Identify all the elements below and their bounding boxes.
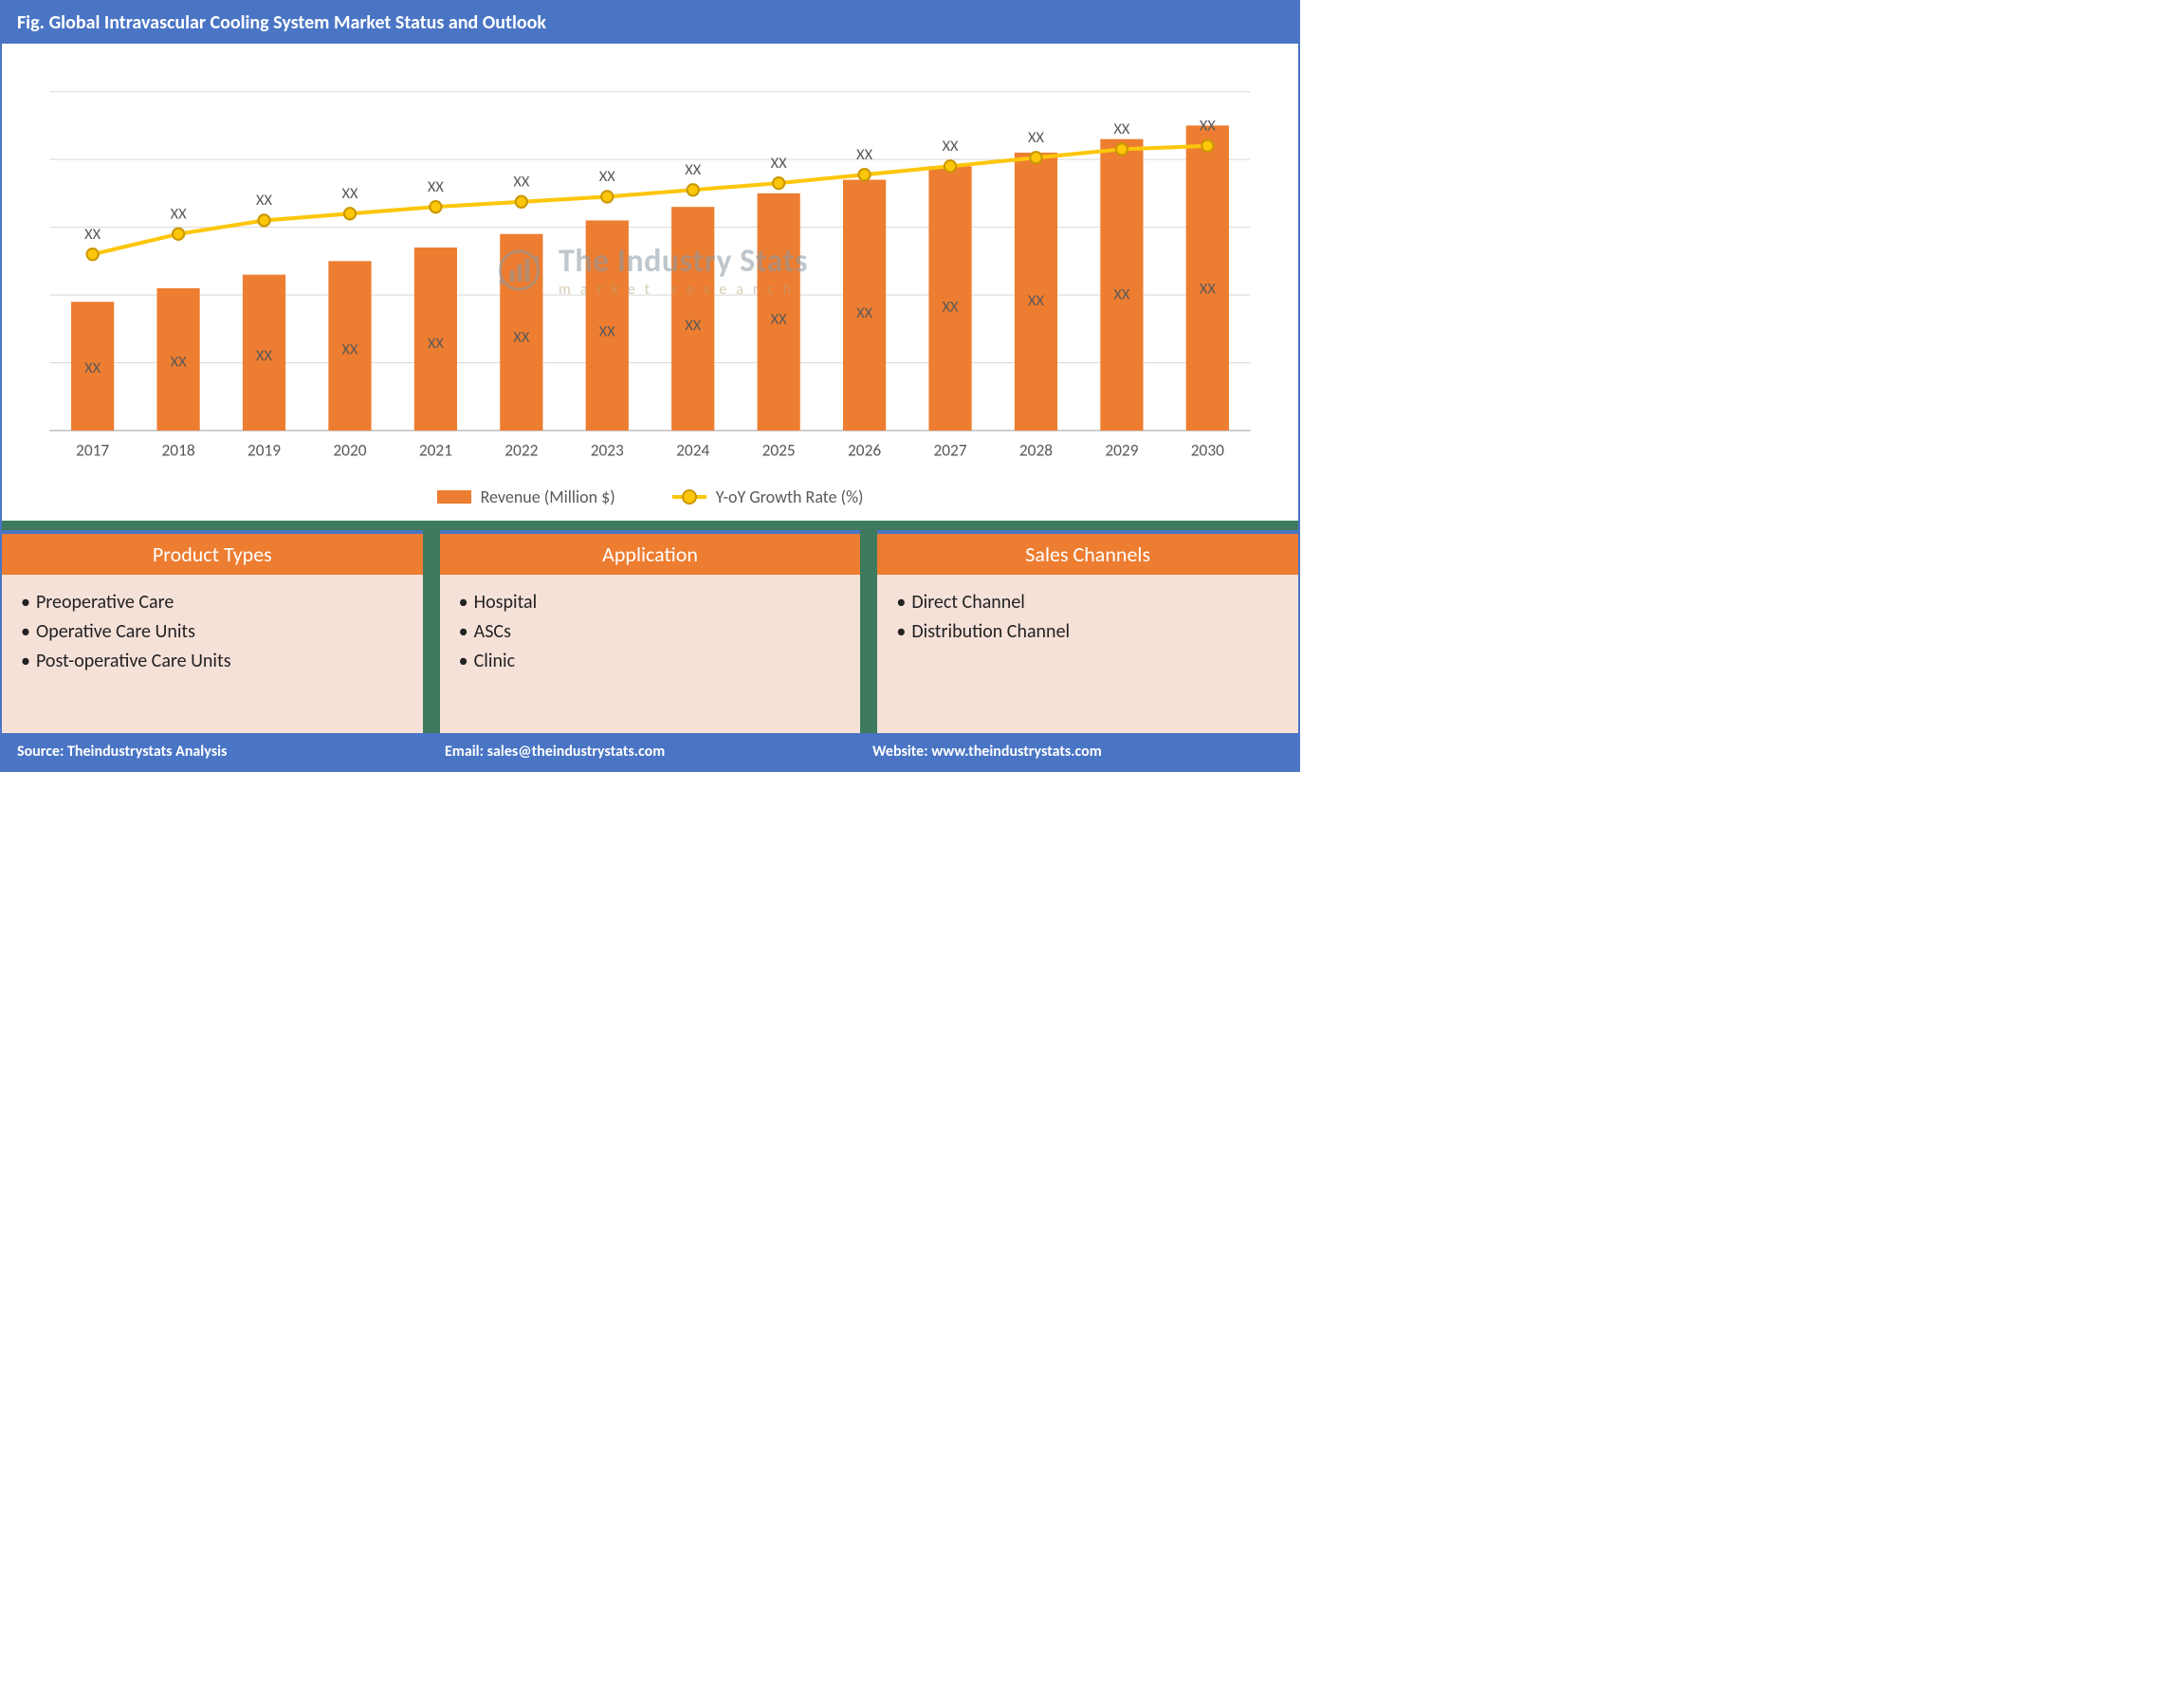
bar-value-label: XX (599, 321, 615, 340)
panel-title: Product Types (2, 530, 423, 575)
chart-line-marker (430, 201, 441, 212)
panel-item: Clinic (459, 647, 842, 676)
line-value-label: XX (599, 167, 615, 186)
chart-line-marker (601, 191, 613, 202)
footer-website: Website: www.theindustrystats.com (872, 743, 1283, 761)
x-axis-label: 2017 (76, 440, 109, 461)
x-axis-label: 2023 (591, 440, 624, 461)
x-axis-label: 2029 (1105, 440, 1138, 461)
chart-line-marker (944, 160, 956, 172)
bar-value-label: XX (341, 340, 358, 359)
line-value-label: XX (84, 225, 101, 244)
chart-line-marker (173, 229, 184, 240)
chart-legend: Revenue (Million $) Y-oY Growth Rate (%) (2, 479, 1298, 521)
x-axis-label: 2018 (161, 440, 194, 461)
x-axis-label: 2019 (248, 440, 281, 461)
x-axis-label: 2022 (504, 440, 538, 461)
bar-value-label: XX (1028, 291, 1044, 310)
line-value-label: XX (341, 184, 358, 203)
bar-value-label: XX (428, 334, 444, 353)
chart-line-marker (1201, 140, 1213, 152)
line-value-label: XX (171, 204, 187, 223)
legend-label: Y-oY Growth Rate (%) (716, 487, 864, 507)
line-value-label: XX (1113, 119, 1129, 138)
panel-body: Preoperative CareOperative Care UnitsPos… (2, 575, 423, 733)
x-axis-label: 2025 (762, 440, 796, 461)
bar-value-label: XX (256, 346, 272, 365)
line-value-label: XX (256, 191, 272, 210)
panel-body: Direct ChannelDistribution Channel (877, 575, 1298, 704)
panel-item: Preoperative Care (21, 588, 404, 617)
chart-line-marker (858, 169, 870, 180)
x-axis-label: 2020 (333, 440, 366, 461)
section-divider (2, 521, 1298, 530)
line-value-label: XX (1200, 116, 1216, 135)
panel-title: Application (440, 530, 861, 575)
panel-item: Distribution Channel (896, 617, 1279, 647)
panel-item: Direct Channel (896, 588, 1279, 617)
figure-footer: Source: Theindustrystats Analysis Email:… (2, 733, 1298, 770)
bar-value-label: XX (771, 309, 787, 328)
info-panel: Product TypesPreoperative CareOperative … (2, 530, 423, 733)
legend-label: Revenue (Million $) (481, 487, 615, 507)
x-axis-label: 2024 (676, 440, 709, 461)
chart-area: XX XX XX XX XX XX XX XX XX XX XX XX XX XX XX XX XX XX XX XX… (2, 44, 1298, 479)
bar-value-label: XX (1200, 279, 1216, 298)
legend-item-growth: Y-oY Growth Rate (%) (672, 487, 864, 507)
legend-item-revenue: Revenue (Million $) (437, 487, 615, 507)
bar-value-label: XX (171, 352, 187, 371)
chart-line-marker (344, 208, 356, 219)
chart-line-marker (1116, 143, 1128, 155)
x-axis-label: 2027 (933, 440, 966, 461)
bar-value-label: XX (856, 303, 872, 322)
info-panel: ApplicationHospitalASCsClinic (440, 530, 861, 733)
x-axis-label: 2026 (848, 440, 881, 461)
line-value-label: XX (685, 160, 701, 179)
chart-line-marker (1030, 152, 1041, 163)
panel-body: HospitalASCsClinic (440, 575, 861, 733)
panel-item: ASCs (459, 617, 842, 647)
bar-value-label: XX (943, 298, 959, 317)
legend-swatch-bar (437, 490, 471, 504)
bar-value-label: XX (685, 316, 701, 335)
footer-source: Source: Theindustrystats Analysis (17, 743, 428, 761)
panel-item: Operative Care Units (21, 617, 404, 647)
panel-item: Post-operative Care Units (21, 647, 404, 676)
line-value-label: XX (428, 177, 444, 196)
chart-line-marker (688, 184, 699, 195)
legend-swatch-line (672, 490, 706, 504)
footer-email: Email: sales@theindustrystats.com (445, 743, 855, 761)
x-axis-label: 2028 (1019, 440, 1053, 461)
line-value-label: XX (1028, 128, 1044, 147)
info-panels: Product TypesPreoperative CareOperative … (2, 530, 1298, 733)
chart-bar (1186, 125, 1229, 431)
line-value-label: XX (943, 137, 959, 156)
panel-title: Sales Channels (877, 530, 1298, 575)
figure-title: Fig. Global Intravascular Cooling System… (2, 2, 1298, 44)
line-value-label: XX (856, 145, 872, 164)
chart-line-marker (773, 177, 784, 189)
info-panel: Sales ChannelsDirect ChannelDistribution… (877, 530, 1298, 733)
combo-chart: XX XX XX XX XX XX XX XX XX XX XX XX XX XX XX XX XX XX XX XX… (30, 63, 1270, 469)
line-value-label: XX (771, 154, 787, 173)
panel-item: Hospital (459, 588, 842, 617)
bar-value-label: XX (1113, 285, 1129, 304)
bar-value-label: XX (513, 328, 529, 347)
chart-line-marker (516, 196, 527, 208)
line-value-label: XX (513, 172, 529, 191)
chart-line-marker (87, 248, 99, 260)
x-axis-label: 2030 (1191, 440, 1224, 461)
x-axis-label: 2021 (419, 440, 452, 461)
chart-line-marker (258, 214, 269, 226)
figure-container: Fig. Global Intravascular Cooling System… (0, 0, 1300, 772)
bar-value-label: XX (84, 358, 101, 377)
